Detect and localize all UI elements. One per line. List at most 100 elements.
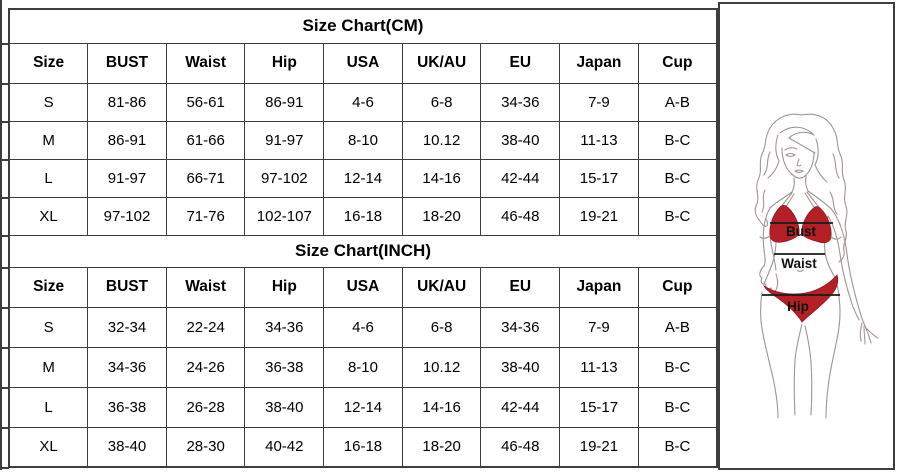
- face-line-art: [781, 147, 815, 179]
- size-cell: 46-48: [480, 426, 561, 468]
- column-header-cm: EU: [480, 42, 561, 84]
- row-size-label: L: [8, 158, 89, 198]
- size-cell: 6-8: [401, 82, 482, 122]
- size-cell: 10.12: [401, 346, 482, 388]
- column-header-in: Waist: [165, 266, 246, 308]
- size-cell: 16-18: [323, 196, 403, 236]
- size-cell: 22-24: [165, 306, 246, 348]
- body-line-art: [759, 175, 879, 419]
- row-size-label: M: [8, 120, 89, 160]
- column-header-cm: UK/AU: [401, 42, 482, 84]
- size-cell: 12-14: [323, 386, 403, 428]
- column-header-in: Hip: [244, 266, 325, 308]
- column-header-cm: BUST: [87, 42, 167, 84]
- size-cell: 34-36: [480, 306, 561, 348]
- size-cell: 97-102: [87, 196, 167, 236]
- left-frame-tick: [0, 83, 9, 85]
- size-cell: 38-40: [87, 426, 167, 468]
- figure-panel: Bust Waist Hip: [718, 2, 895, 470]
- left-frame-tick: [0, 121, 9, 123]
- size-cell: 11-13: [559, 120, 639, 160]
- size-chart-title-cm: Size Chart(CM): [8, 8, 718, 44]
- size-cell: 8-10: [323, 346, 403, 388]
- size-cell: A-B: [637, 306, 718, 348]
- left-frame-tick: [0, 387, 9, 389]
- size-cell: 56-61: [165, 82, 246, 122]
- size-cell: 34-36: [480, 82, 561, 122]
- left-frame-tick: [0, 267, 9, 269]
- column-header-in: UK/AU: [401, 266, 482, 308]
- left-frame-tick: [0, 347, 9, 349]
- size-cell: 66-71: [165, 158, 246, 198]
- left-frame-tick: [0, 197, 9, 199]
- row-size-label: L: [8, 386, 89, 428]
- left-frame-tick: [0, 427, 9, 429]
- size-cell: B-C: [637, 386, 718, 428]
- size-cell: 10.12: [401, 120, 482, 160]
- size-cell: 14-16: [401, 158, 482, 198]
- left-frame-tick: [0, 43, 9, 45]
- size-cell: 86-91: [87, 120, 167, 160]
- size-cell: 36-38: [244, 346, 325, 388]
- size-cell: 40-42: [244, 426, 325, 468]
- size-cell: 38-40: [480, 120, 561, 160]
- left-frame-tick: [0, 467, 9, 469]
- size-cell: 12-14: [323, 158, 403, 198]
- size-cell: 18-20: [401, 426, 482, 468]
- column-header-cm: Cup: [637, 42, 718, 84]
- size-cell: 97-102: [244, 158, 325, 198]
- hair-line-art: [754, 113, 848, 263]
- size-cell: 61-66: [165, 120, 246, 160]
- size-cell: 86-91: [244, 82, 325, 122]
- bikini-top: [759, 204, 842, 244]
- size-cell: 19-21: [559, 426, 639, 468]
- size-cell: B-C: [637, 196, 718, 236]
- column-header-cm: Hip: [244, 42, 325, 84]
- column-header-in: EU: [480, 266, 561, 308]
- size-cell: 38-40: [244, 386, 325, 428]
- size-cell: B-C: [637, 120, 718, 160]
- size-cell: 15-17: [559, 158, 639, 198]
- left-frame-tick: [0, 235, 9, 237]
- column-header-in: Cup: [637, 266, 718, 308]
- left-frame-tick: [0, 307, 9, 309]
- column-header-cm: USA: [323, 42, 403, 84]
- size-cell: 16-18: [323, 426, 403, 468]
- waist-label: Waist: [781, 256, 817, 271]
- size-cell: B-C: [637, 426, 718, 468]
- size-cell: 4-6: [323, 82, 403, 122]
- size-cell: 24-26: [165, 346, 246, 388]
- measurement-figure-illustration: Bust Waist Hip: [754, 113, 879, 419]
- size-cell: A-B: [637, 82, 718, 122]
- size-cell: 42-44: [480, 386, 561, 428]
- size-cell: 81-86: [87, 82, 167, 122]
- size-cell: 34-36: [244, 306, 325, 348]
- bust-label: Bust: [786, 224, 817, 239]
- size-cell: 8-10: [323, 120, 403, 160]
- row-size-label: XL: [8, 426, 89, 468]
- size-cell: 91-97: [244, 120, 325, 160]
- size-cell: 32-34: [87, 306, 167, 348]
- size-cell: 4-6: [323, 306, 403, 348]
- left-frame-tick: [0, 159, 9, 161]
- column-header-in: USA: [323, 266, 403, 308]
- column-header-cm: Waist: [165, 42, 246, 84]
- row-size-label: M: [8, 346, 89, 388]
- column-header-in: Japan: [559, 266, 639, 308]
- size-cell: 28-30: [165, 426, 246, 468]
- size-cell: 7-9: [559, 82, 639, 122]
- size-cell: B-C: [637, 158, 718, 198]
- size-cell: 102-107: [244, 196, 325, 236]
- size-cell: 71-76: [165, 196, 246, 236]
- size-chart-table: Size Chart(CM) Size BUST Waist Hip USA UK/AU EU…: [8, 8, 718, 468]
- size-cell: 7-9: [559, 306, 639, 348]
- size-cell: 36-38: [87, 386, 167, 428]
- size-cell: B-C: [637, 346, 718, 388]
- size-cell: 34-36: [87, 346, 167, 388]
- size-cell: 42-44: [480, 158, 561, 198]
- bikini-bottom: [762, 274, 839, 323]
- hip-label: Hip: [787, 299, 809, 314]
- size-cell: 46-48: [480, 196, 561, 236]
- size-cell: 6-8: [401, 306, 482, 348]
- size-cell: 11-13: [559, 346, 639, 388]
